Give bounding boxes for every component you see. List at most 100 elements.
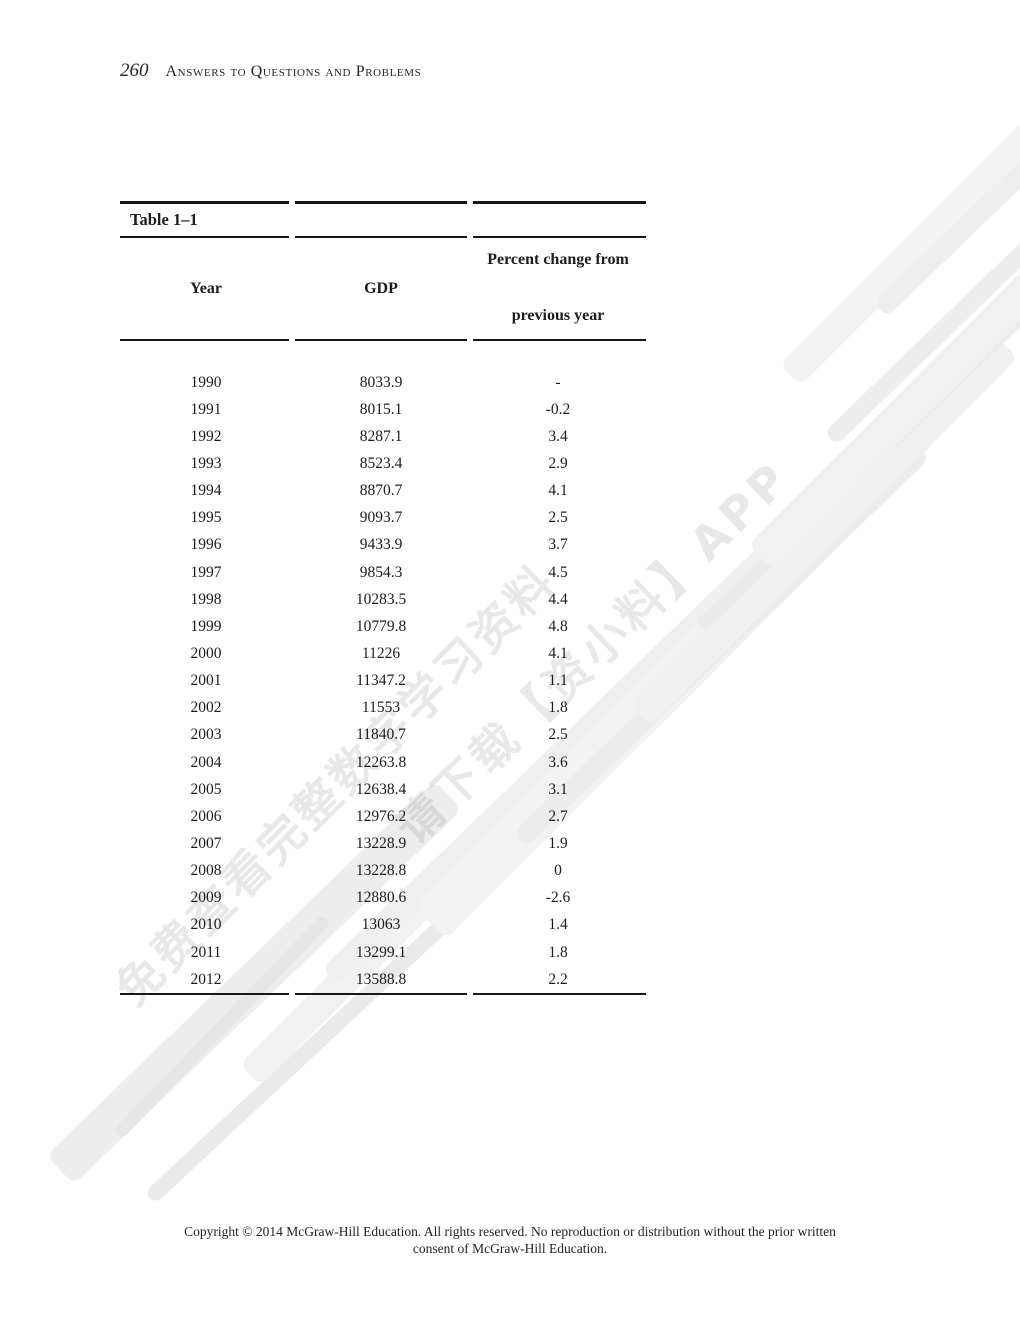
table-caption: Table 1–1 (130, 210, 198, 229)
cell-percent-change: 4.4 (548, 590, 568, 608)
cell-percent-change: 4.1 (548, 482, 568, 500)
cell-percent-change: 1.9 (548, 834, 568, 852)
cell-gdp: 11553 (361, 699, 401, 717)
gdp-table: Table 1–1 Year GDP Percent change from p… (120, 201, 646, 996)
cell-year: 1993 (190, 454, 222, 472)
cell-gdp: 10283.5 (355, 590, 407, 608)
cell-gdp: 9093.7 (359, 509, 403, 527)
cell-gdp: 12638.4 (355, 780, 407, 798)
cell-gdp: 11226 (361, 644, 401, 662)
cell-percent-change: - (555, 373, 561, 391)
cell-gdp: 8870.7 (359, 482, 403, 500)
cell-gdp: 13299.1 (355, 943, 407, 961)
cell-year: 2005 (190, 780, 222, 798)
cell-percent-change: 2.5 (548, 726, 568, 744)
table-row: 1990 8033.9 - (120, 369, 646, 396)
table-row: 1999 10779.8 4.8 (120, 613, 646, 640)
cell-gdp: 10779.8 (355, 617, 407, 635)
cell-gdp: 8287.1 (359, 427, 403, 445)
cell-gdp: 9433.9 (359, 536, 403, 554)
cell-percent-change: -2.6 (545, 889, 571, 907)
cell-gdp: 8033.9 (359, 373, 403, 391)
column-header-percent-change: Percent change from previous year (470, 238, 646, 339)
cell-year: 2001 (190, 672, 222, 690)
cell-year: 2000 (190, 644, 222, 662)
cell-year: 1996 (190, 536, 222, 554)
table-row: 2006 12976.2 2.7 (120, 803, 646, 830)
cell-percent-change: 1.8 (548, 699, 568, 717)
cell-year: 2004 (190, 753, 222, 771)
table-header-row: Year GDP Percent change from previous ye… (120, 238, 646, 339)
table-top-rule (120, 201, 646, 204)
cell-year: 1994 (190, 482, 222, 500)
table-row: 2012 13588.8 2.2 (120, 966, 646, 993)
cell-percent-change: 1.4 (548, 916, 568, 934)
table-row: 2007 13228.9 1.9 (120, 830, 646, 857)
cell-gdp: 8015.1 (359, 400, 403, 418)
cell-gdp: 12263.8 (355, 753, 407, 771)
table-row: 1996 9433.9 3.7 (120, 532, 646, 559)
table-row: 2011 13299.1 1.8 (120, 939, 646, 966)
table-row: 1994 8870.7 4.1 (120, 478, 646, 505)
cell-year: 2002 (190, 699, 222, 717)
cell-year: 1998 (190, 590, 222, 608)
cell-percent-change: 3.6 (548, 753, 568, 771)
copyright-line2: consent of McGraw-Hill Education. (412, 1241, 608, 1256)
table-row: 2003 11840.7 2.5 (120, 722, 646, 749)
cell-gdp: 13228.9 (355, 834, 407, 852)
cell-year: 2007 (190, 834, 222, 852)
column-header-gdp: GDP (364, 279, 398, 297)
table-row: 2002 11553 1.8 (120, 695, 646, 722)
cell-percent-change: -0.2 (545, 400, 571, 418)
running-head: 260 Answers to Questions and Problems (120, 60, 421, 82)
cell-year: 2011 (190, 943, 222, 961)
cell-gdp: 13588.8 (355, 970, 407, 988)
cell-percent-change: 1.8 (548, 943, 568, 961)
cell-year: 1991 (190, 400, 222, 418)
cell-percent-change: 4.5 (548, 563, 568, 581)
cell-year: 1995 (190, 509, 222, 527)
copyright-footer: Copyright © 2014 McGraw-Hill Education. … (0, 1223, 1020, 1257)
cell-percent-change: 4.1 (548, 644, 568, 662)
cell-year: 2008 (190, 862, 222, 880)
table-row: 2004 12263.8 3.6 (120, 749, 646, 776)
cell-percent-change: 3.4 (548, 427, 568, 445)
table-bottom-rule (120, 993, 646, 996)
cell-year: 1997 (190, 563, 222, 581)
cell-year: 1999 (190, 617, 222, 635)
cell-percent-change: 4.8 (548, 617, 568, 635)
cell-percent-change: 2.5 (548, 509, 568, 527)
cell-percent-change: 3.1 (548, 780, 568, 798)
cell-gdp: 13228.8 (355, 862, 407, 880)
cell-year: 2003 (190, 726, 222, 744)
running-head-title: Answers to Questions and Problems (165, 63, 422, 80)
cell-gdp: 9854.3 (359, 563, 403, 581)
table-row: 2008 13228.8 0 (120, 858, 646, 885)
cell-year: 2012 (190, 970, 222, 988)
cell-gdp: 13063 (361, 916, 401, 934)
table-row: 1995 9093.7 2.5 (120, 505, 646, 532)
cell-year: 2009 (190, 889, 222, 907)
cell-year: 2006 (190, 807, 222, 825)
table-row: 1993 8523.4 2.9 (120, 450, 646, 477)
cell-gdp: 11347.2 (356, 672, 406, 690)
table-header-rule (120, 339, 646, 341)
cell-percent-change: 1.1 (548, 672, 568, 690)
cell-gdp: 8523.4 (359, 454, 403, 472)
cell-year: 2010 (190, 916, 222, 934)
table-row: 1997 9854.3 4.5 (120, 559, 646, 586)
copyright-line1: Copyright © 2014 McGraw-Hill Education. … (184, 1224, 836, 1239)
cell-percent-change: 2.2 (548, 970, 568, 988)
table-caption-row: Table 1–1 (120, 204, 646, 236)
cell-percent-change: 2.9 (548, 454, 568, 472)
table-row: 1991 8015.1 -0.2 (120, 396, 646, 423)
cell-percent-change: 0 (554, 862, 562, 880)
column-header-percent-change-line1: Percent change from (487, 251, 629, 268)
table-row: 2005 12638.4 3.1 (120, 776, 646, 803)
cell-gdp: 12976.2 (355, 807, 407, 825)
table-caption-rule (120, 236, 646, 238)
column-header-year: Year (190, 279, 222, 297)
column-header-percent-change-line2: previous year (511, 307, 605, 324)
table-row: 2010 13063 1.4 (120, 912, 646, 939)
